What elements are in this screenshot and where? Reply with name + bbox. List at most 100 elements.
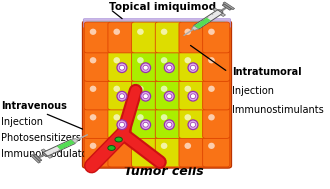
FancyBboxPatch shape	[203, 22, 230, 53]
FancyBboxPatch shape	[203, 79, 230, 110]
FancyBboxPatch shape	[155, 108, 182, 138]
Polygon shape	[33, 154, 42, 161]
Ellipse shape	[117, 91, 127, 101]
Ellipse shape	[184, 86, 191, 92]
Ellipse shape	[208, 29, 215, 35]
Ellipse shape	[141, 120, 150, 130]
FancyBboxPatch shape	[179, 136, 206, 167]
Ellipse shape	[119, 94, 124, 99]
Ellipse shape	[208, 86, 215, 92]
Ellipse shape	[90, 114, 96, 120]
FancyBboxPatch shape	[83, 19, 231, 27]
Ellipse shape	[164, 63, 174, 73]
Text: Intravenous: Intravenous	[1, 101, 67, 111]
FancyBboxPatch shape	[179, 22, 206, 53]
Ellipse shape	[141, 91, 150, 101]
Polygon shape	[194, 18, 211, 29]
Ellipse shape	[143, 65, 148, 70]
Ellipse shape	[161, 114, 167, 120]
Ellipse shape	[137, 86, 144, 92]
FancyBboxPatch shape	[108, 136, 135, 167]
Ellipse shape	[90, 143, 96, 149]
FancyBboxPatch shape	[108, 79, 135, 110]
FancyBboxPatch shape	[203, 108, 230, 138]
Ellipse shape	[141, 63, 150, 73]
Ellipse shape	[90, 29, 96, 35]
Ellipse shape	[161, 143, 167, 149]
FancyBboxPatch shape	[84, 108, 111, 138]
Polygon shape	[192, 26, 199, 30]
FancyBboxPatch shape	[132, 51, 159, 81]
FancyBboxPatch shape	[108, 51, 135, 81]
Ellipse shape	[143, 94, 148, 99]
Ellipse shape	[137, 143, 144, 149]
Ellipse shape	[117, 63, 127, 73]
Polygon shape	[43, 139, 75, 156]
Ellipse shape	[161, 86, 167, 92]
Ellipse shape	[114, 86, 120, 92]
FancyBboxPatch shape	[108, 22, 135, 53]
Ellipse shape	[119, 65, 124, 70]
Ellipse shape	[190, 94, 196, 99]
Text: Immunostimulants: Immunostimulants	[232, 105, 324, 115]
Circle shape	[108, 146, 115, 150]
Ellipse shape	[190, 65, 196, 70]
Polygon shape	[223, 2, 235, 10]
FancyBboxPatch shape	[155, 136, 182, 167]
Ellipse shape	[208, 143, 215, 149]
Polygon shape	[220, 13, 225, 16]
Ellipse shape	[161, 29, 167, 35]
FancyBboxPatch shape	[132, 22, 159, 53]
Ellipse shape	[137, 114, 144, 120]
Polygon shape	[222, 4, 232, 10]
Ellipse shape	[184, 143, 191, 149]
Polygon shape	[43, 152, 48, 156]
FancyBboxPatch shape	[132, 108, 159, 138]
Ellipse shape	[161, 57, 167, 64]
FancyBboxPatch shape	[84, 136, 111, 167]
Ellipse shape	[167, 65, 172, 70]
FancyBboxPatch shape	[84, 79, 111, 110]
Polygon shape	[217, 10, 223, 13]
FancyBboxPatch shape	[179, 51, 206, 81]
Circle shape	[115, 137, 122, 142]
Text: Topical imiquimod: Topical imiquimod	[109, 2, 216, 12]
Ellipse shape	[188, 120, 198, 130]
Ellipse shape	[184, 29, 191, 35]
FancyBboxPatch shape	[132, 79, 159, 110]
Polygon shape	[48, 155, 52, 158]
Ellipse shape	[119, 122, 124, 127]
FancyBboxPatch shape	[203, 51, 230, 81]
Ellipse shape	[167, 122, 172, 127]
Ellipse shape	[90, 57, 96, 64]
Polygon shape	[71, 139, 78, 143]
Polygon shape	[30, 155, 41, 163]
Ellipse shape	[137, 29, 144, 35]
Ellipse shape	[114, 57, 120, 64]
Ellipse shape	[184, 57, 191, 64]
Ellipse shape	[208, 57, 215, 64]
Ellipse shape	[188, 63, 198, 73]
Polygon shape	[41, 149, 46, 152]
FancyBboxPatch shape	[82, 21, 231, 168]
FancyBboxPatch shape	[155, 79, 182, 110]
Text: Injection: Injection	[1, 117, 43, 127]
Text: Tumor cells: Tumor cells	[124, 165, 204, 178]
Ellipse shape	[117, 120, 127, 130]
FancyBboxPatch shape	[179, 79, 206, 110]
FancyBboxPatch shape	[179, 108, 206, 138]
FancyBboxPatch shape	[203, 136, 230, 167]
Ellipse shape	[164, 120, 174, 130]
Ellipse shape	[137, 57, 144, 64]
Polygon shape	[57, 140, 75, 150]
Ellipse shape	[114, 114, 120, 120]
FancyBboxPatch shape	[132, 136, 159, 167]
Ellipse shape	[190, 122, 196, 127]
Ellipse shape	[188, 91, 198, 101]
Ellipse shape	[184, 114, 191, 120]
FancyBboxPatch shape	[108, 108, 135, 138]
FancyBboxPatch shape	[84, 22, 111, 53]
Polygon shape	[213, 8, 217, 11]
Text: Intratumoral: Intratumoral	[232, 67, 302, 77]
FancyBboxPatch shape	[84, 51, 111, 81]
